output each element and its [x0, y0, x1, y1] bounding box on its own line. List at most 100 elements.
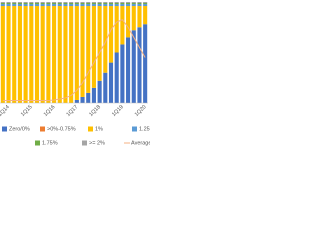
legend-label: >0%-0.75%	[47, 126, 76, 132]
bar-segment	[23, 6, 28, 103]
bar-segment	[0, 3, 5, 5]
bar-segment	[52, 6, 57, 103]
bar-segment	[114, 2, 119, 4]
x-tick-label: 1Q19	[111, 104, 125, 118]
legend-label: 1.75%	[42, 140, 58, 146]
legend-label: Zero/0%	[9, 126, 30, 132]
bar-segment	[126, 6, 131, 38]
x-tick-label: 1Q18	[88, 104, 102, 118]
bar-segment	[12, 6, 17, 103]
bar-segment	[17, 2, 22, 4]
bar-segment	[114, 52, 119, 103]
legend-swatch	[2, 126, 7, 132]
bar-segment	[103, 72, 108, 103]
x-tick-label: 1Q16	[43, 104, 57, 118]
legend-label: Average	[131, 140, 150, 146]
bar-segment	[131, 4, 136, 7]
bar-segment	[69, 6, 74, 103]
bar-segment	[6, 2, 11, 4]
legend-label: >= 2%	[89, 140, 105, 146]
bar-segment	[80, 6, 85, 97]
bar-segment	[137, 6, 142, 28]
bar-segment	[80, 4, 85, 7]
bar-segment	[86, 4, 91, 7]
bar-segment	[23, 4, 28, 7]
bar-segment	[63, 6, 68, 103]
bar-segment	[91, 3, 96, 5]
legend-label: 1.25%	[139, 126, 150, 132]
x-tick-label: 1Q17	[66, 104, 80, 118]
bar-segment	[114, 4, 119, 7]
bar-segment	[143, 4, 148, 7]
bar-segment	[114, 6, 119, 53]
bar-segment	[0, 2, 5, 4]
bar-segment	[97, 80, 102, 103]
bar-segment	[108, 4, 114, 7]
bar-segment	[114, 3, 119, 5]
x-tick-label: 1Q14	[0, 104, 11, 118]
bar-segment	[126, 37, 131, 103]
bar-segment	[57, 3, 62, 5]
bar-segment	[69, 2, 74, 4]
bar-segment	[46, 6, 51, 103]
bar-segment	[120, 6, 125, 45]
bar-segment	[69, 3, 74, 5]
bar-segment	[108, 2, 114, 4]
bar-segment	[126, 4, 131, 7]
bar-segment	[40, 6, 45, 103]
bar-segment	[80, 2, 85, 4]
bar-segment	[23, 3, 28, 5]
bar-segment	[97, 4, 102, 7]
bar-segment	[86, 6, 91, 93]
bar-segment	[131, 30, 136, 104]
bar-segment	[63, 2, 68, 4]
bar-segment	[103, 4, 108, 7]
bar-segment	[103, 3, 108, 5]
bar-segment	[40, 3, 45, 5]
bar-segment	[29, 6, 34, 103]
bar-segment	[74, 6, 79, 100]
bar-segment	[74, 4, 79, 7]
bar-segment	[97, 3, 102, 5]
x-tick-label: 1Q20	[134, 104, 148, 118]
bar-segment	[63, 4, 68, 7]
bar-segment	[126, 2, 131, 4]
bar-segment	[86, 3, 91, 5]
bar-segment	[91, 87, 96, 103]
bar-segment	[29, 3, 34, 5]
bar-segment	[131, 3, 136, 5]
bar-segment	[137, 4, 142, 7]
bar-segment	[6, 6, 11, 103]
legend-swatch	[82, 140, 87, 146]
bar-segment	[40, 4, 45, 7]
bar-segment	[23, 2, 28, 4]
bar-segment	[120, 3, 125, 5]
bar-segment	[29, 2, 34, 4]
bar-segment	[126, 3, 131, 5]
bar-segment	[17, 6, 22, 103]
bar-segment	[137, 3, 142, 5]
bar-segment	[143, 6, 148, 25]
avg-line	[2, 19, 146, 101]
bar-segment	[103, 2, 108, 4]
bar-segment	[52, 3, 57, 5]
bar-segment	[17, 4, 22, 7]
bar-segment	[108, 3, 114, 5]
bar-segment	[34, 4, 40, 7]
bar-segment	[108, 6, 114, 63]
bar-segment	[74, 3, 79, 5]
x-tick-label: 1Q15	[20, 104, 34, 118]
bar-segment	[63, 3, 68, 5]
bar-segment	[17, 3, 22, 5]
bar-segment	[57, 6, 62, 103]
legend-swatch	[35, 140, 40, 146]
bar-segment	[143, 2, 148, 4]
bar-segment	[57, 2, 62, 4]
bar-segment	[120, 2, 125, 4]
bar-segment	[57, 4, 62, 7]
legend-swatch	[132, 126, 137, 132]
bar-segment	[120, 4, 125, 7]
bar-segment	[46, 3, 51, 5]
bar-segment	[120, 44, 125, 103]
bar-segment	[91, 4, 96, 7]
